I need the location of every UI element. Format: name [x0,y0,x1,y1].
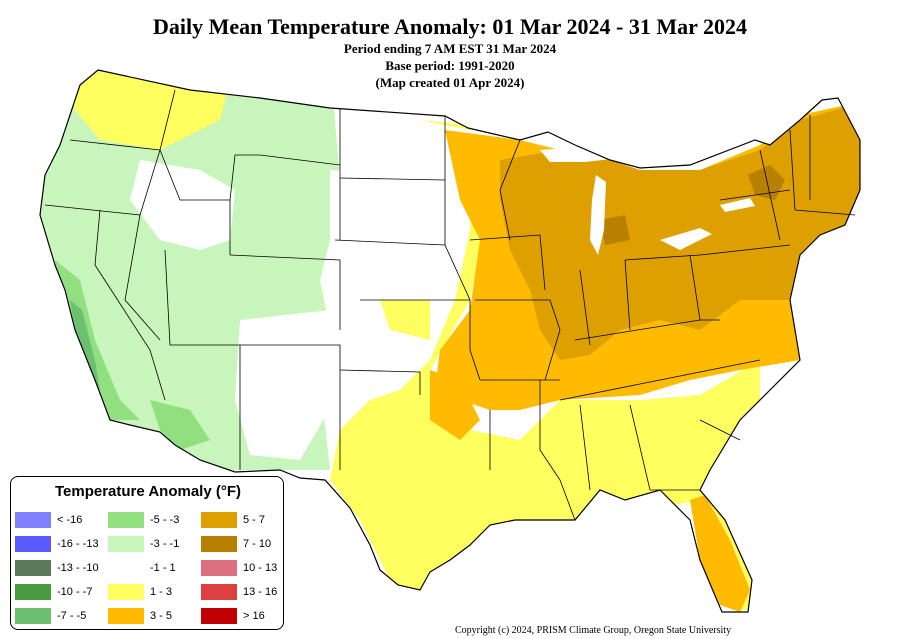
legend-swatch [15,560,51,576]
state-boundaries [39,69,861,613]
legend-swatch [108,608,144,624]
legend-label: > 16 [243,610,265,622]
lake-erie [660,228,712,250]
legend-label: 7 - 10 [243,538,272,550]
lake-michigan [590,175,606,255]
period-line: Period ending 7 AM EST 31 Mar 2024 [343,41,557,56]
plains-neutral [330,170,420,390]
texas-coast-warm [430,370,480,440]
legend-label: 1 - 3 [150,586,173,598]
legend-label: 10 - 13 [243,562,278,574]
legend-label: -13 - -10 [57,562,99,574]
legend-swatch [201,584,237,600]
legend-swatch [108,536,144,552]
legend-swatch [201,536,237,552]
arizona-cooler [150,400,210,450]
legend-label: -1 - 1 [150,562,176,574]
california-coolest [70,300,100,390]
southwest-neutral [235,310,335,460]
legend: Temperature Anomaly (°F) < -16 -16 - -13 -… [10,476,284,630]
legend-label: -5 - -3 [150,514,180,526]
anomaly-7-10-patch-mi [600,215,630,245]
legend-label: 5 - 7 [243,514,266,526]
legend-swatch [15,608,51,624]
map-title: Daily Mean Temperature Anomaly: 01 Mar 2… [153,14,747,39]
legend-label: -16 - -13 [57,538,99,550]
legend-swatch [15,512,51,528]
legend-label: 13 - 16 [243,586,278,598]
great-basin-neutral [130,160,235,250]
legend-swatch [15,584,51,600]
legend-swatch [108,560,144,576]
legend-label: < -16 [57,514,83,526]
copyright-text: Copyright (c) 2024, PRISM Climate Group,… [455,625,732,636]
legend-label: -3 - -1 [150,538,180,550]
legend-swatch [201,512,237,528]
created-line: (Map created 01 Apr 2024) [375,75,525,90]
legend-label: 3 - 5 [150,610,173,622]
florida-warm [690,495,750,612]
california-cooler [55,260,140,420]
anomaly-7-10-patch-ny [748,165,785,200]
legend-swatch [108,584,144,600]
lake-ontario [720,198,755,212]
legend-swatch [201,560,237,576]
legend-swatch [108,512,144,528]
plains-warm-tongue [380,300,430,340]
anomaly-1-3-region [330,120,760,610]
base-period-line: Base period: 1991-2020 [385,58,515,73]
legend-swatch [15,536,51,552]
legend-label: -10 - -7 [57,586,93,598]
anomaly-5-7-region [500,100,860,360]
legend-label: -7 - -5 [57,610,87,622]
legend-title: Temperature Anomaly (°F) [54,483,242,500]
legend-swatch [201,608,237,624]
